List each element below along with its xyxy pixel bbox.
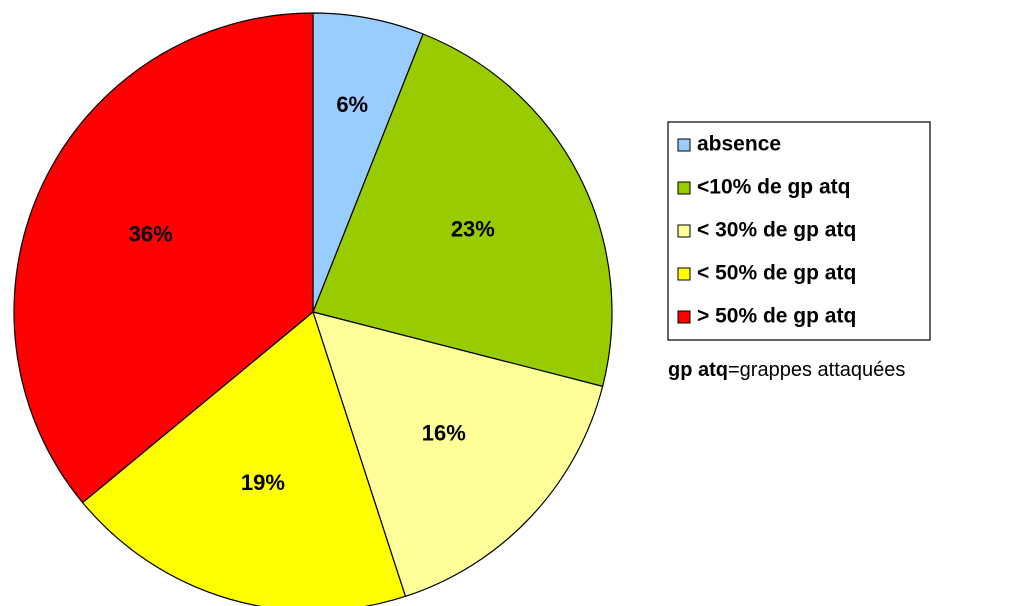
pie-slice: [312, 311, 604, 598]
legend-label: <10% de gp atq: [697, 176, 850, 199]
pie-slice: [81, 310, 407, 606]
legend-swatch: [677, 310, 691, 324]
legend-label: < 50% de gp atq: [697, 262, 856, 285]
pie-slice: [13, 12, 314, 504]
legend-swatch: [677, 138, 691, 152]
legend-box: [667, 121, 931, 341]
legend-swatch: [677, 181, 691, 195]
data-label: 6%: [336, 92, 368, 117]
legend-label: > 50% de gp atq: [697, 305, 856, 328]
legend-label: < 30% de gp atq: [697, 219, 856, 242]
pie-slice: [312, 33, 613, 388]
note-definition: =grappes attaquées: [728, 359, 905, 381]
legend-swatch: [677, 224, 691, 238]
data-label: 19%: [241, 470, 285, 495]
note-term: gp atq: [668, 359, 728, 381]
data-label: 16%: [422, 421, 466, 446]
legend-label: absence: [697, 133, 781, 156]
data-label: 36%: [129, 221, 173, 246]
note: gp atq=grappes attaquées: [668, 359, 905, 381]
legend-swatch: [677, 267, 691, 281]
data-label: 23%: [451, 216, 495, 241]
